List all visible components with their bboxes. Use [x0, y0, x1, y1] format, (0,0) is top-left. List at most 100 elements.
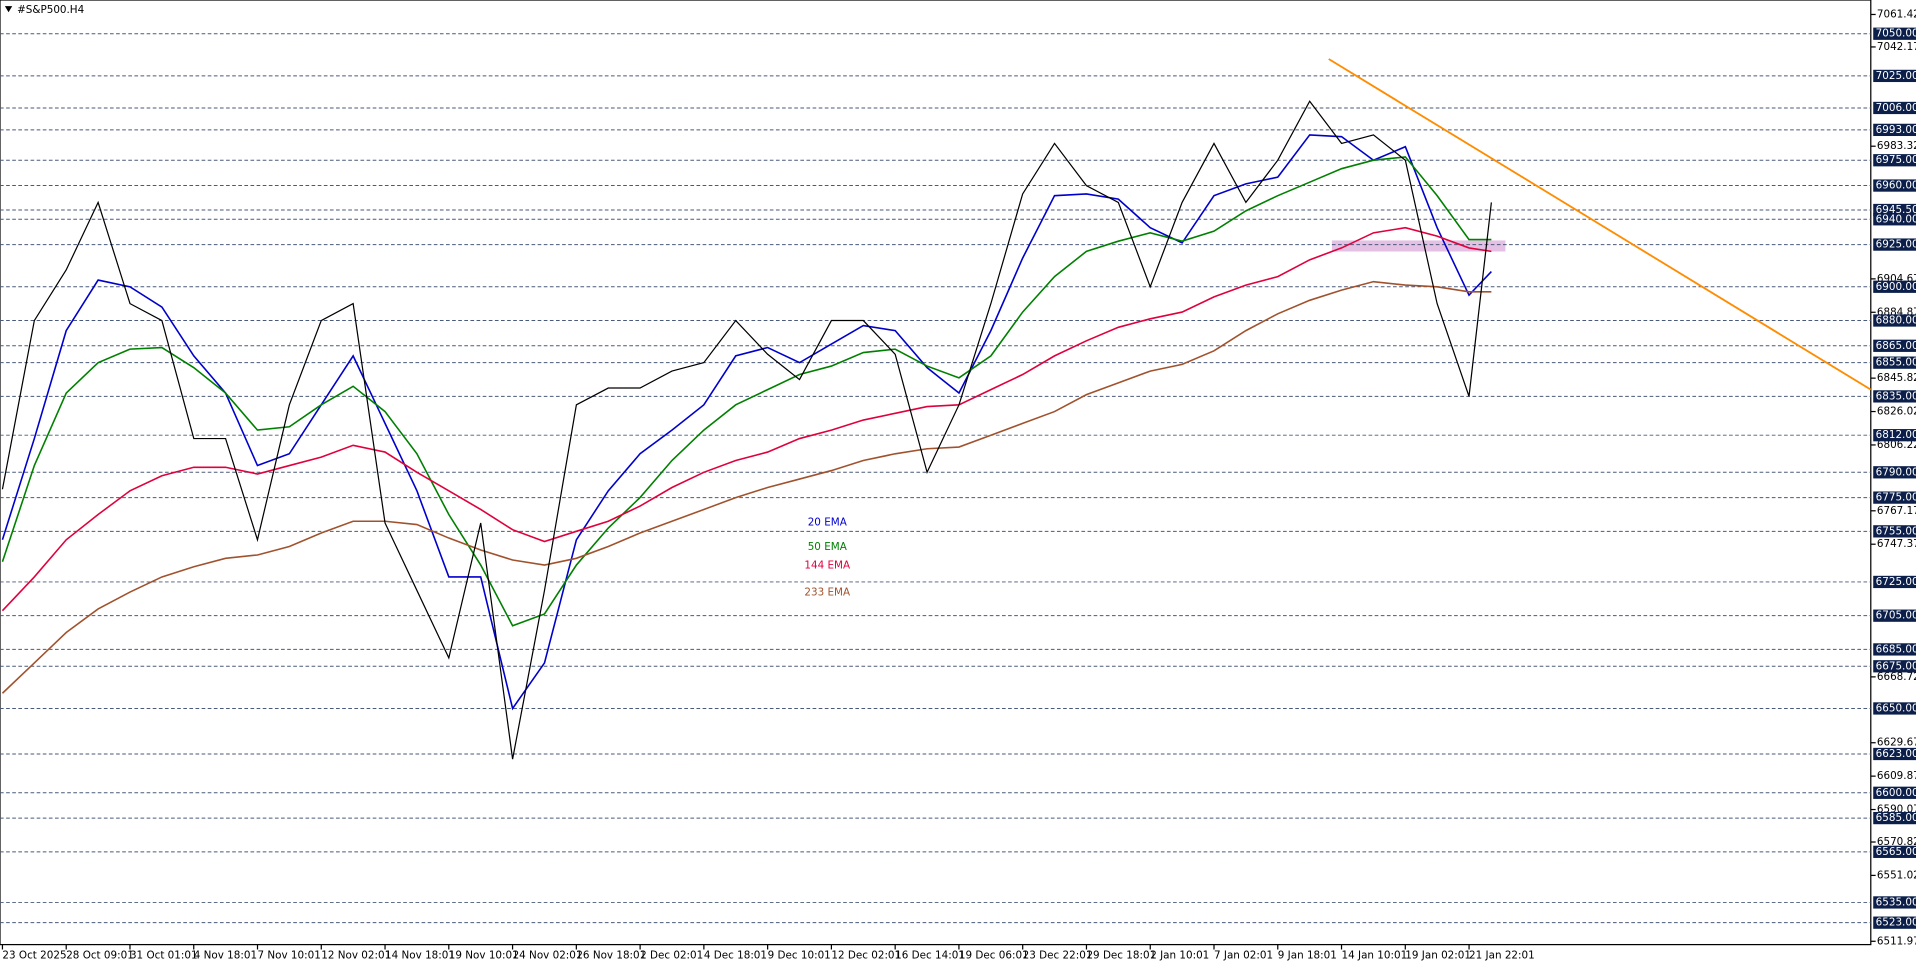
x-tick-label: 19 Jan 02:01 — [1405, 950, 1471, 962]
level-label-bg — [1873, 101, 1916, 115]
level-label-bg — [1873, 702, 1916, 715]
level-label: 6975.00 — [1876, 154, 1916, 166]
ema-line — [1, 280, 1492, 694]
y-tick-label: 6609.87 — [1877, 770, 1916, 782]
x-tick-label: 4 Nov 18:01 — [194, 950, 257, 962]
zone-highlight — [1331, 240, 1506, 252]
y-tick-label: 6747.37 — [1877, 538, 1916, 550]
level-label: 6623.00 — [1876, 748, 1916, 760]
level-label-bg — [1873, 660, 1916, 673]
x-tick-label: 26 Nov 18:01 — [576, 950, 646, 962]
level-label-bg — [1873, 356, 1916, 369]
legend-entry: 144 EMA — [804, 560, 851, 572]
x-tick-label: 19 Dec 06:01 — [959, 950, 1029, 962]
level-label: 7006.00 — [1876, 102, 1916, 114]
level-label-bg — [1873, 179, 1916, 192]
level-label: 6865.00 — [1876, 340, 1916, 352]
level-label-bg — [1873, 203, 1916, 217]
level-label: 6925.00 — [1876, 239, 1916, 251]
legend-entry: 233 EMA — [804, 587, 851, 599]
level-label-bg — [1873, 429, 1916, 442]
level-label: 6585.00 — [1876, 812, 1916, 824]
level-label: 6565.00 — [1876, 846, 1916, 858]
level-label-bg — [1873, 213, 1916, 226]
level-label: 6755.00 — [1876, 525, 1916, 537]
level-label: 6945.50 — [1876, 204, 1916, 216]
level-label: 6775.00 — [1876, 492, 1916, 504]
level-label-bg — [1873, 916, 1916, 929]
level-label: 6855.00 — [1876, 357, 1916, 369]
level-label-bg — [1873, 314, 1916, 327]
x-tick-label: 12 Dec 02:01 — [831, 950, 901, 962]
x-tick-label: 2 Dec 02:01 — [640, 950, 703, 962]
x-tick-label: 7 Jan 02:01 — [1214, 950, 1273, 962]
x-tick-label: 31 Oct 01:01 — [130, 950, 198, 962]
level-label: 6835.00 — [1876, 390, 1916, 402]
level-label-bg — [1873, 27, 1916, 40]
level-label-bg — [1873, 896, 1916, 909]
y-tick-label: 6570.82 — [1877, 836, 1916, 848]
level-label: 6523.00 — [1876, 917, 1916, 929]
legend-entry: 50 EMA — [808, 541, 848, 553]
level-label-bg — [1873, 525, 1916, 538]
chart-title: #S&P500.H4 — [17, 4, 84, 16]
x-tick-label: 21 Jan 22:01 — [1469, 950, 1535, 962]
x-tick-label: 28 Oct 09:01 — [66, 950, 134, 962]
level-label-bg — [1873, 786, 1916, 799]
x-tick-label: 19 Nov 10:01 — [449, 950, 519, 962]
level-label: 6650.00 — [1876, 702, 1916, 714]
x-tick-label: 2 Jan 10:01 — [1150, 950, 1209, 962]
level-label: 6725.00 — [1876, 576, 1916, 588]
level-label-bg — [1873, 238, 1916, 251]
level-label: 6535.00 — [1876, 896, 1916, 908]
level-label-bg — [1873, 643, 1916, 656]
x-tick-label: 12 Nov 02:01 — [321, 950, 391, 962]
level-label-bg — [1873, 466, 1916, 479]
level-label: 6790.00 — [1876, 466, 1916, 478]
y-tick-label: 6511.97 — [1877, 935, 1916, 947]
y-tick-label: 6806.22 — [1877, 439, 1916, 451]
x-tick-label: 7 Nov 10:01 — [258, 950, 321, 962]
y-tick-label: 7061.42 — [1877, 8, 1916, 20]
level-label: 6675.00 — [1876, 660, 1916, 672]
y-tick-label: 7042.17 — [1877, 41, 1916, 53]
x-tick-label: 23 Dec 22:01 — [1023, 950, 1093, 962]
x-tick-label: 9 Jan 18:01 — [1278, 950, 1337, 962]
x-tick-label: 14 Jan 10:01 — [1342, 950, 1408, 962]
level-label: 6880.00 — [1876, 314, 1916, 326]
level-label-bg — [1873, 747, 1916, 761]
level-label-bg — [1873, 339, 1916, 352]
level-label: 6940.00 — [1876, 213, 1916, 225]
level-label: 6812.00 — [1876, 429, 1916, 441]
menu-arrow[interactable] — [4, 6, 13, 13]
level-label: 6600.00 — [1876, 787, 1916, 799]
level-label-bg — [1873, 811, 1916, 825]
ema-line — [1, 134, 1492, 711]
x-tick-label: 23 Oct 2025 — [2, 950, 66, 962]
x-tick-label: 16 Dec 14:01 — [895, 950, 965, 962]
y-tick-label: 6668.72 — [1877, 671, 1916, 683]
level-label-bg — [1873, 390, 1916, 403]
trendline — [1328, 58, 1872, 391]
level-label-bg — [1873, 280, 1916, 293]
x-tick-label: 24 Nov 02:01 — [513, 950, 583, 962]
legend-entry: 20 EMA — [808, 517, 848, 529]
level-label: 6960.00 — [1876, 180, 1916, 192]
y-tick-label: 6629.67 — [1877, 737, 1916, 749]
level-label-bg — [1873, 845, 1916, 858]
ema-line — [1, 226, 1492, 612]
level-label-bg — [1873, 69, 1916, 83]
x-tick-label: 14 Nov 18:01 — [385, 950, 455, 962]
y-tick-label: 6767.17 — [1877, 505, 1916, 517]
level-label: 6993.00 — [1876, 124, 1916, 136]
level-label-bg — [1873, 609, 1916, 622]
y-tick-label: 6826.02 — [1877, 406, 1916, 418]
y-tick-label: 6983.32 — [1877, 140, 1916, 152]
price-line — [1, 100, 1492, 760]
level-label: 7025.00 — [1876, 70, 1916, 82]
level-label: 6685.00 — [1876, 643, 1916, 655]
level-label-bg — [1873, 491, 1916, 504]
level-label-bg — [1873, 154, 1916, 167]
level-label-bg — [1873, 123, 1916, 137]
